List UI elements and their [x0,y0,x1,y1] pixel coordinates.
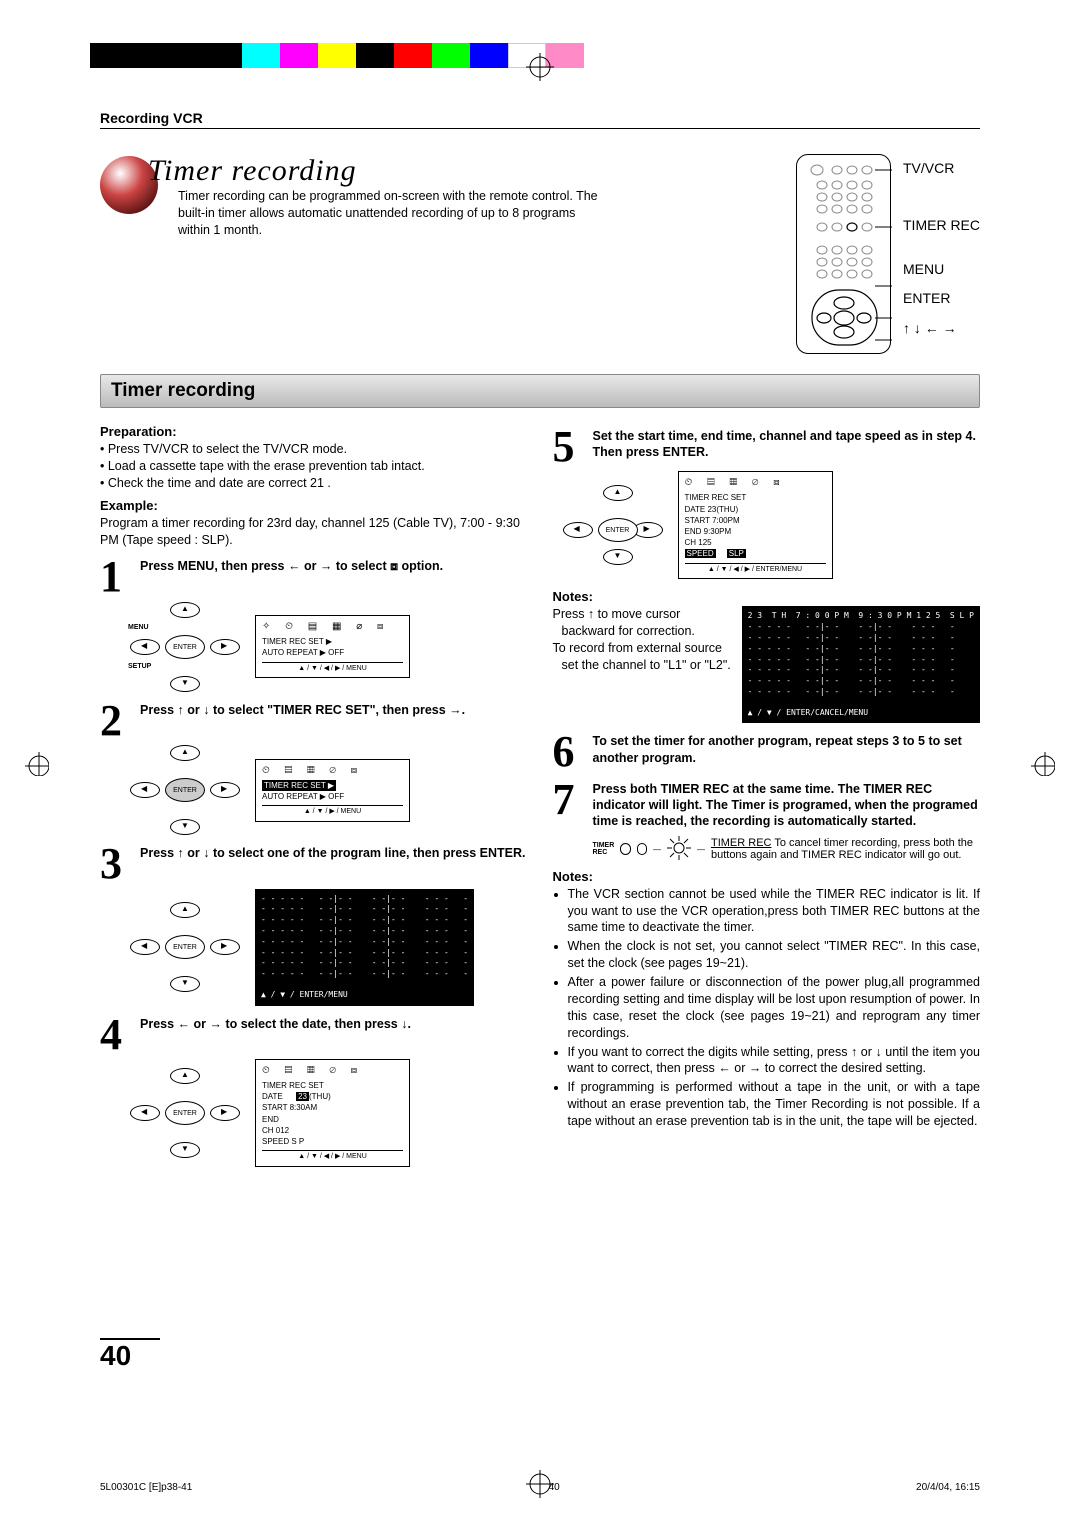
dpad-1: ENTER MENU SETUP [130,602,240,692]
footer: 5L00301C [E]p38-41 40 20/4/04, 16:15 [100,1482,980,1493]
step-6-number: 6 [553,733,585,770]
footer-left: 5L00301C [E]p38-41 [100,1482,192,1493]
dpad-3: ENTER [130,902,240,992]
step-3-number: 3 [100,845,132,882]
osd-5b: 2 3 T H 7 : 0 0 P M 9 : 3 0 P M 1 2 5 S … [742,606,980,702]
step-5-text: Set the start time, end time, channel an… [593,428,981,461]
notes5-head: Notes: [553,589,981,604]
reg-mark-top-icon [526,53,554,81]
step-1-number: 1 [100,558,132,595]
remote-label-menu: MENU [903,255,980,284]
osd-3: - - - - - - -|- - - -|- - - - - - - - - … [255,889,474,985]
example-head: Example: [100,498,528,513]
remote-label-enter: ENTER [903,284,980,313]
step-5-number: 5 [553,428,585,465]
reg-mark-left-icon [25,752,49,776]
step-1-text: Press MENU, then press ← or → to select … [140,558,528,574]
dpad-2: ENTER [130,745,240,835]
remote-label-timerrec: TIMER REC [903,211,980,240]
example-text: Program a timer recording for 23rd day, … [100,515,528,549]
dpad-4: ENTER [130,1068,240,1158]
reg-mark-right-icon [1031,752,1055,776]
dpad-5: ENTER [563,485,663,565]
osd-2: ⏲ ▤ ▦ ⌀ ⧈ TIMER REC SET ▶ AUTO REPEAT ▶ … [255,759,410,822]
osd-4: ⏲ ▤ ▦ ⌀ ⧈ TIMER REC SET DATE 23(THU) STA… [255,1059,410,1167]
step-7-text: Press both TIMER REC at the same time. T… [593,781,981,830]
footer-right: 20/4/04, 16:15 [916,1482,980,1493]
remote-label-arrows: ↑ ↓ ← → [903,314,980,343]
timer-indicator: TIMERREC — — TIMER REC To cancel timer r… [593,836,981,863]
step-2-text: Press ↑ or ↓ to select "TIMER REC SET", … [140,702,528,718]
remote-labels: TV/VCR TIMER REC MENU ENTER ↑ ↓ ← → [903,154,980,343]
remote-illustration [796,154,891,354]
osd-1: ✧ ⏲ ▤ ▦ ⌀ ⧈ TIMER REC SET ▶ AUTO REPEAT … [255,615,410,678]
timer-rec-label: TIMER REC [711,837,772,849]
notes5-list: Press ↑ to move cursor backward for corr… [553,606,732,723]
hero-title: Timer recording [148,154,603,188]
step-4-text: Press ← or → to select the date, then pr… [140,1016,528,1032]
step-4-number: 4 [100,1016,132,1053]
preparation-head: Preparation: [100,424,528,439]
notes-list: The VCR section cannot be used while the… [553,886,981,1130]
section-heading: Timer recording [100,374,980,408]
footer-center: 40 [549,1482,560,1493]
step-2-number: 2 [100,702,132,739]
step-7-number: 7 [553,781,585,818]
step-6-text: To set the timer for another program, re… [593,733,981,766]
notes-head: Notes: [553,869,981,884]
step-3-text: Press ↑ or ↓ to select one of the progra… [140,845,528,861]
osd-5: ⏲ ▤ ▦ ⌀ ⧈ TIMER REC SET DATE 23(THU) STA… [678,471,833,579]
preparation-list: • Press TV/VCR to select the TV/VCR mode… [100,441,528,492]
hero-text: Timer recording can be programmed on-scr… [178,188,603,239]
page-number: 40 [100,1338,160,1372]
breadcrumb: Recording VCR [100,110,980,129]
remote-label-tvvcr: TV/VCR [903,154,980,183]
